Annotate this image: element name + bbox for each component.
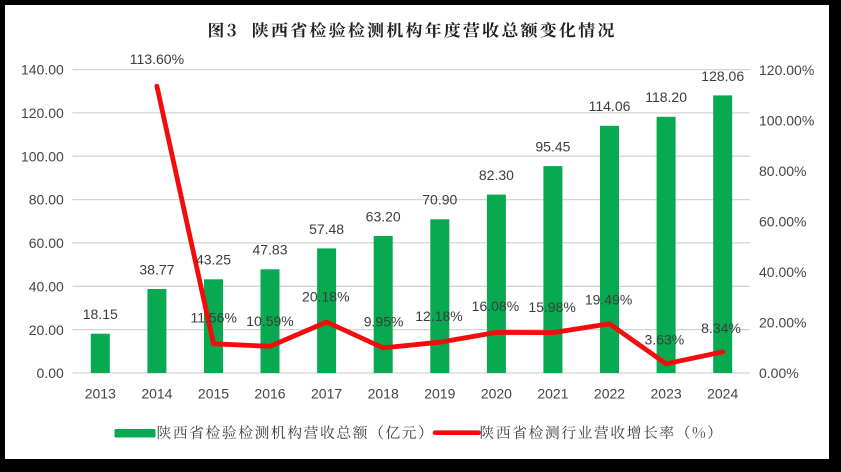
svg-text:2014: 2014 xyxy=(141,386,172,402)
svg-text:100.00: 100.00 xyxy=(21,148,64,164)
svg-text:12.18%: 12.18% xyxy=(415,308,462,324)
svg-text:82.30: 82.30 xyxy=(479,167,514,183)
svg-text:57.48: 57.48 xyxy=(309,221,344,237)
svg-text:18.15: 18.15 xyxy=(83,306,118,322)
svg-text:2020: 2020 xyxy=(481,386,512,402)
svg-text:16.08%: 16.08% xyxy=(472,298,519,314)
svg-text:113.60%: 113.60% xyxy=(130,51,184,67)
svg-text:40.00%: 40.00% xyxy=(759,264,806,280)
svg-text:120.00: 120.00 xyxy=(21,105,64,121)
svg-text:15.98%: 15.98% xyxy=(528,299,575,315)
svg-text:2022: 2022 xyxy=(594,386,625,402)
svg-text:10.59%: 10.59% xyxy=(246,313,293,329)
svg-text:120.00%: 120.00% xyxy=(759,62,814,78)
svg-text:2015: 2015 xyxy=(198,386,229,402)
svg-text:2016: 2016 xyxy=(254,386,285,402)
svg-text:80.00: 80.00 xyxy=(29,192,64,208)
svg-text:128.06: 128.06 xyxy=(701,68,744,84)
svg-text:2018: 2018 xyxy=(368,386,399,402)
svg-text:8.34%: 8.34% xyxy=(701,320,741,336)
svg-text:2024: 2024 xyxy=(707,386,738,402)
svg-text:100.00%: 100.00% xyxy=(759,113,814,129)
svg-text:118.20: 118.20 xyxy=(645,89,687,105)
svg-text:0.00%: 0.00% xyxy=(759,365,799,381)
svg-text:63.20: 63.20 xyxy=(366,208,401,224)
svg-text:140.00: 140.00 xyxy=(21,62,64,78)
svg-text:20.00%: 20.00% xyxy=(759,315,806,331)
svg-text:114.06: 114.06 xyxy=(589,98,631,114)
svg-text:11.56%: 11.56% xyxy=(190,310,236,326)
svg-text:2017: 2017 xyxy=(311,386,342,402)
svg-text:2021: 2021 xyxy=(537,386,568,402)
svg-text:95.45: 95.45 xyxy=(535,139,570,155)
svg-text:19.49%: 19.49% xyxy=(585,291,632,307)
svg-text:60.00: 60.00 xyxy=(29,235,64,251)
svg-text:20.18%: 20.18% xyxy=(302,288,349,304)
svg-text:38.77: 38.77 xyxy=(139,261,174,277)
svg-text:3.63%: 3.63% xyxy=(645,331,685,347)
svg-text:60.00%: 60.00% xyxy=(759,214,806,230)
svg-text:70.90: 70.90 xyxy=(422,192,457,208)
svg-text:9.95%: 9.95% xyxy=(364,314,404,330)
svg-text:0.00: 0.00 xyxy=(37,365,64,381)
svg-text:2019: 2019 xyxy=(424,386,455,402)
svg-text:80.00%: 80.00% xyxy=(759,163,806,179)
svg-text:20.00: 20.00 xyxy=(29,322,64,338)
svg-text:2013: 2013 xyxy=(85,386,116,402)
svg-text:2023: 2023 xyxy=(651,386,682,402)
svg-text:40.00: 40.00 xyxy=(29,278,64,294)
svg-text:47.83: 47.83 xyxy=(252,242,287,258)
svg-text:43.25: 43.25 xyxy=(196,252,231,268)
